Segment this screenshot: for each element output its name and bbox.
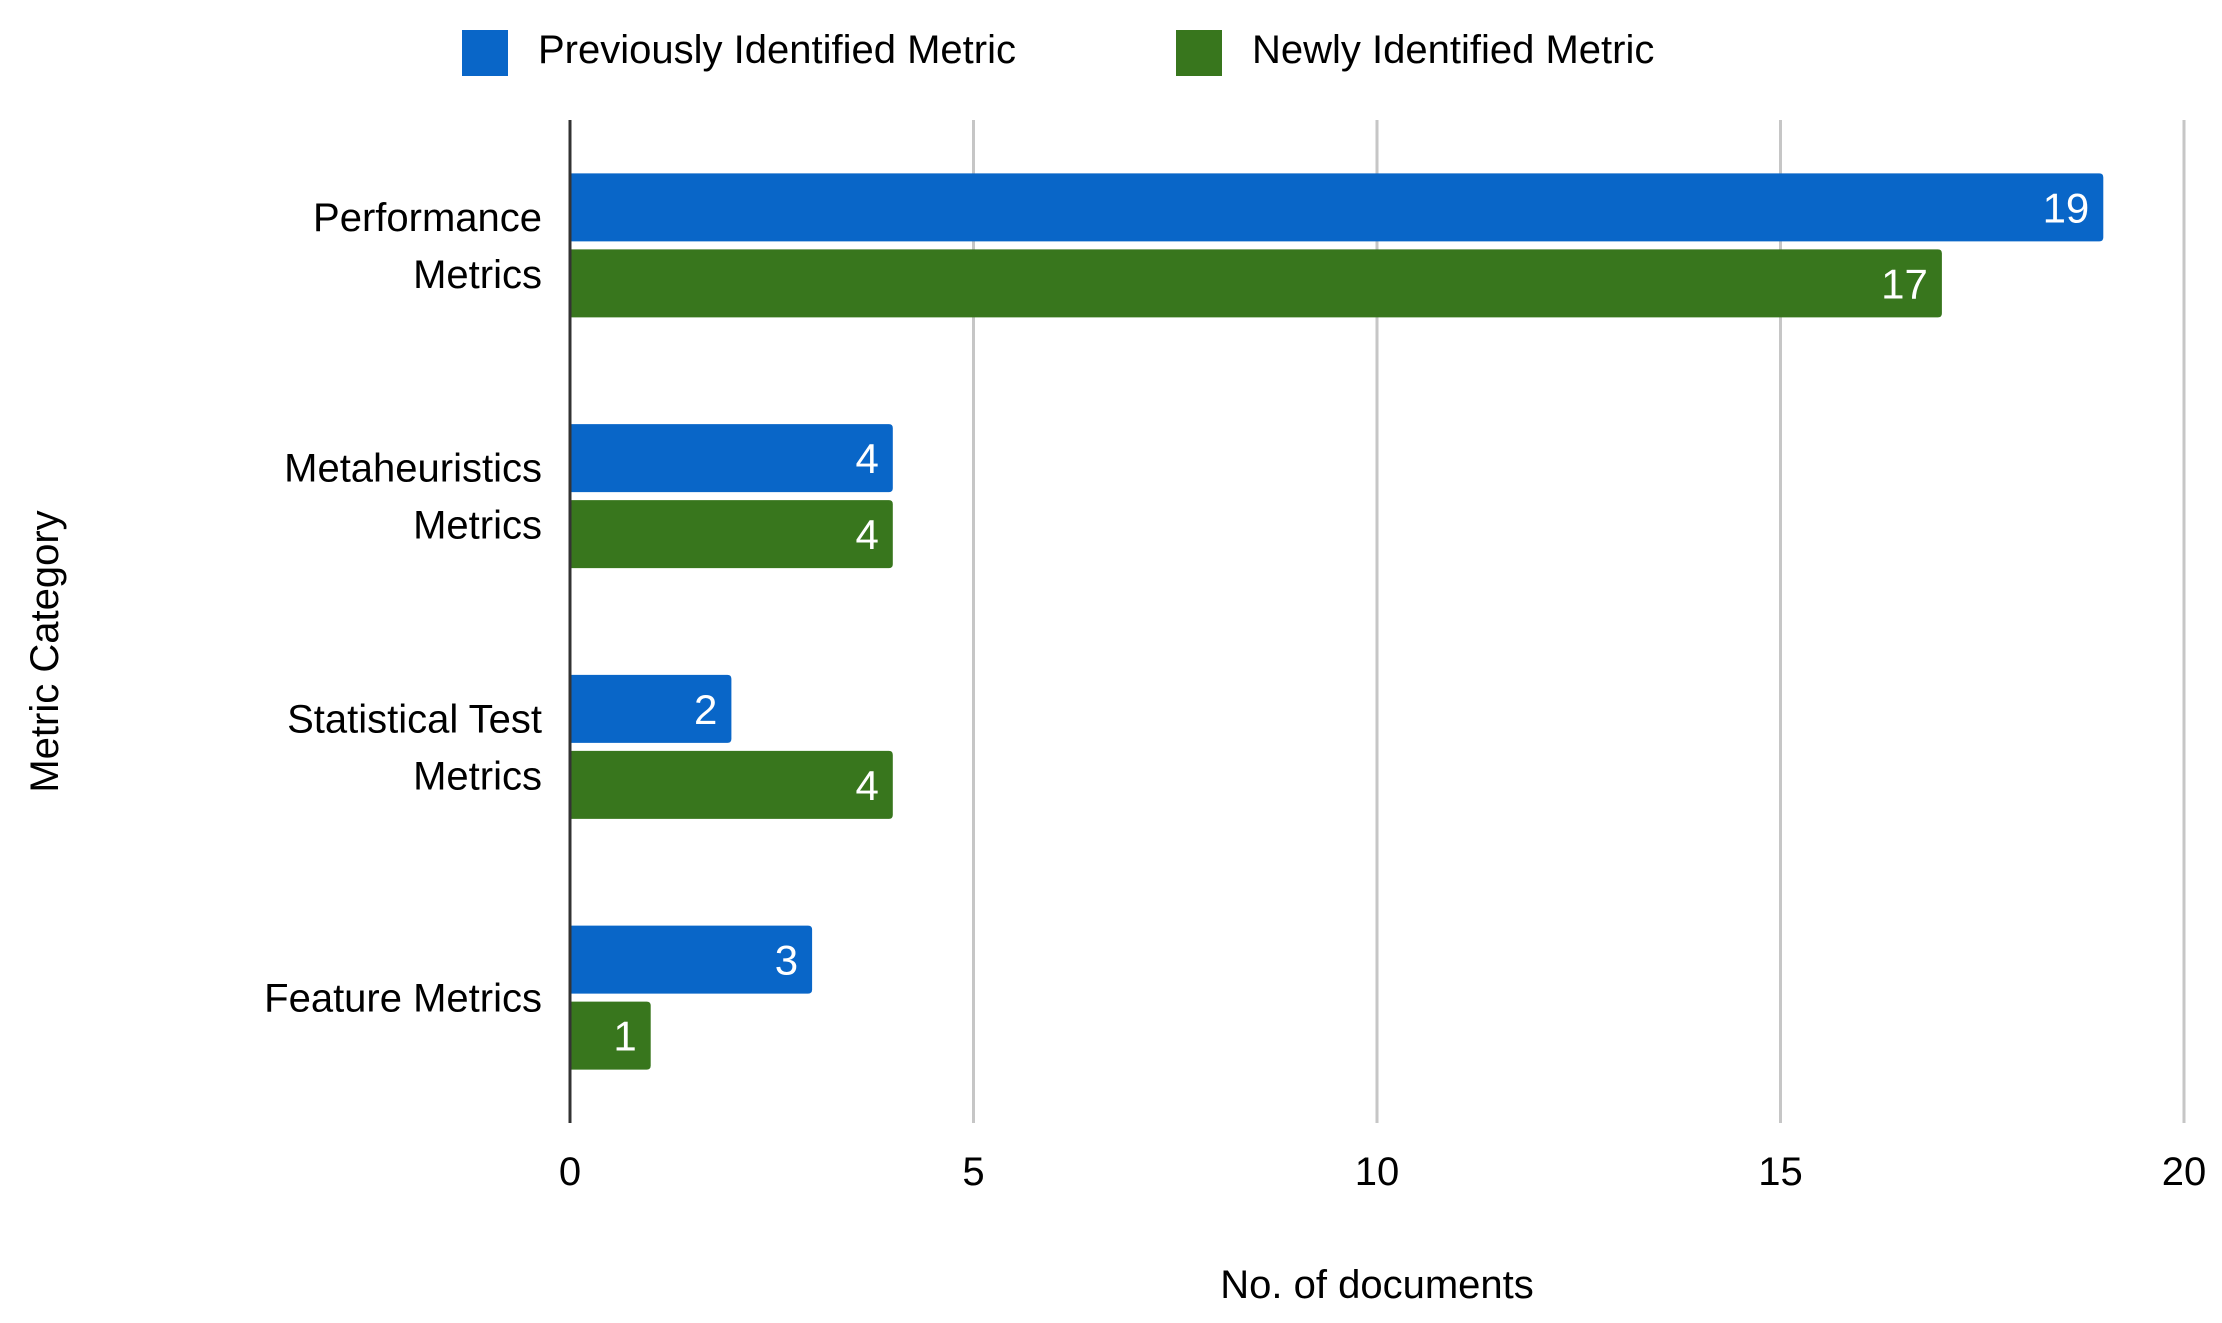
bar-series: 19 17 4 4 2 4 3 1 <box>570 173 2104 1070</box>
legend-label-2: Newly Identified Metric <box>1252 28 1654 72</box>
bar-previous-2 <box>570 424 893 493</box>
bar-new-2 <box>570 500 893 569</box>
bar-value-label: 4 <box>855 435 878 482</box>
x-tick-label-4: 20 <box>2162 1150 2207 1194</box>
x-tick-label-0: 0 <box>559 1150 581 1194</box>
bar-value-label: 2 <box>694 686 717 733</box>
bar-new-1 <box>570 249 1942 318</box>
bar-value-label: 4 <box>855 511 878 558</box>
legend-label-1: Previously Identified Metric <box>538 28 1016 72</box>
bar-value-label: 1 <box>613 1013 636 1060</box>
legend-swatch-1 <box>462 30 508 76</box>
bar-previous-4 <box>570 925 813 994</box>
bar-value-label: 4 <box>855 762 878 809</box>
legend: Previously Identified Metric Newly Identi… <box>462 28 1654 76</box>
bar-previous-3 <box>570 674 732 743</box>
y-axis: Performance Metrics Metaheuristics Metrics S… <box>264 120 572 1123</box>
x-axis: 0 5 10 15 20 <box>559 1150 2206 1194</box>
x-tick-label-1: 5 <box>962 1150 984 1194</box>
bar-value-label: 17 <box>1881 260 1928 307</box>
x-axis-title: No. of documents <box>1220 1263 1534 1307</box>
x-tick-label-2: 10 <box>1355 1150 1400 1194</box>
y-axis-title: Metric Category <box>23 510 67 792</box>
category-label-4: Feature Metrics <box>264 977 542 1021</box>
category-label-2: Metaheuristics Metrics <box>284 447 542 548</box>
bar-new-3 <box>570 750 893 819</box>
legend-swatch-2 <box>1176 30 1222 76</box>
category-label-1: Performance Metrics <box>313 196 542 297</box>
bar-value-label: 3 <box>775 937 798 984</box>
bar-value-label: 19 <box>2043 184 2090 231</box>
category-label-3: Statistical Test Metrics <box>287 697 542 798</box>
bar-previous-1 <box>570 173 2104 242</box>
x-tick-label-3: 15 <box>1758 1150 1803 1194</box>
bar-new-4 <box>570 1001 651 1070</box>
